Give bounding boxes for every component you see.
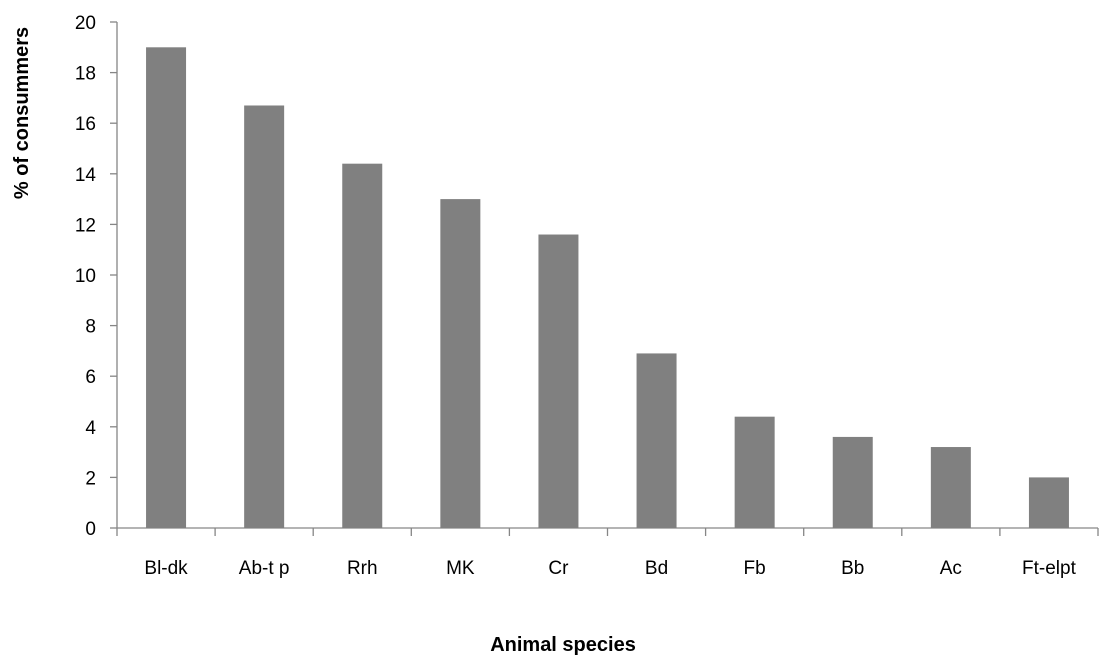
x-tick-label: Rrh: [347, 558, 378, 579]
y-tick-label: 10: [75, 266, 96, 287]
y-tick-label: 8: [85, 317, 96, 338]
y-tick-label: 2: [85, 468, 96, 489]
y-axis: 0 2 4 6 8 10 12 14 16 18 20: [75, 13, 117, 540]
y-tick-label: 20: [75, 13, 96, 34]
bar: [931, 447, 971, 528]
x-tick-label: Ab-t p: [239, 558, 290, 579]
y-tick-label: 14: [75, 165, 97, 186]
bar: [1029, 477, 1069, 528]
bar: [735, 417, 775, 528]
y-tick-label: 4: [85, 418, 96, 439]
x-tick-label: Bd: [645, 558, 668, 579]
bar: [440, 199, 480, 528]
bar: [538, 235, 578, 528]
x-tick-label: Bl-dk: [144, 558, 188, 579]
y-tick-label: 6: [85, 367, 96, 388]
x-tick-label: Bb: [841, 558, 864, 579]
x-tick-label: Ac: [940, 558, 962, 579]
bar: [833, 437, 873, 528]
y-tick-label: 12: [75, 215, 96, 236]
y-axis-title: % of consummers: [11, 27, 33, 199]
bar: [637, 353, 677, 528]
y-tick-label: 16: [75, 114, 96, 135]
x-tick-label: Cr: [548, 558, 569, 579]
bar: [244, 105, 284, 528]
y-tick-label: 0: [85, 519, 96, 540]
x-axis: Bl-dk Ab-t p Rrh MK Cr Bd Fb Bb Ac Ft-elpt: [117, 528, 1098, 579]
bars: [146, 47, 1069, 528]
x-tick-label: Ft-elpt: [1022, 558, 1077, 579]
bar: [146, 47, 186, 528]
x-tick-label: Fb: [744, 558, 766, 579]
x-axis-title: Animal species: [490, 634, 636, 656]
bar: [342, 164, 382, 528]
y-tick-label: 18: [75, 64, 96, 85]
x-tick-label: MK: [446, 558, 475, 579]
